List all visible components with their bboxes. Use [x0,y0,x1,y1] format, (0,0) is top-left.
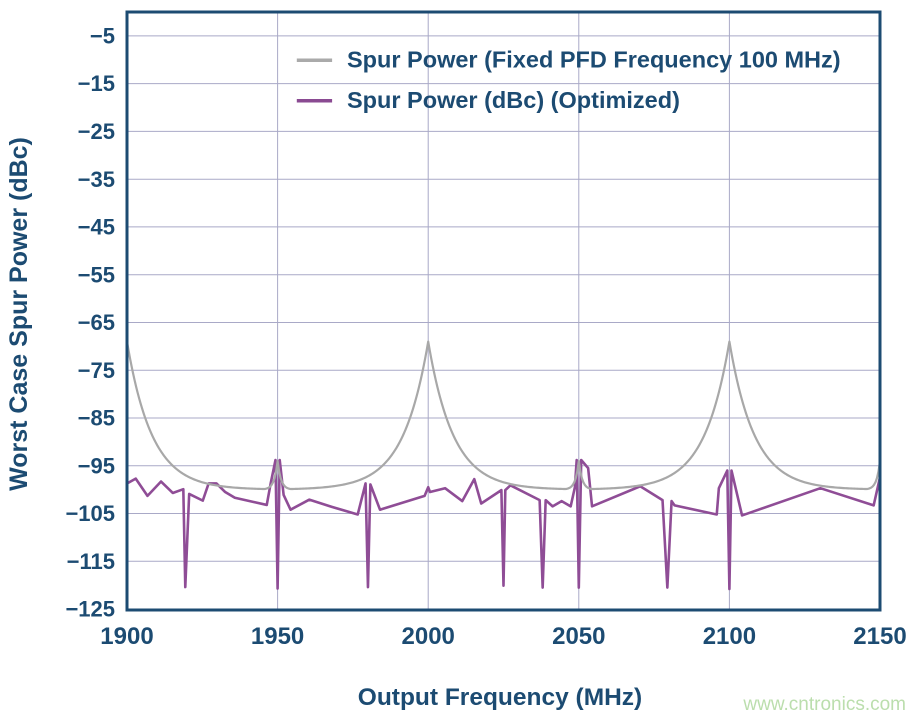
svg-text:−55: −55 [78,262,115,287]
svg-text:−115: −115 [67,549,115,574]
svg-text:2050: 2050 [552,623,605,650]
svg-text:2000: 2000 [402,623,455,650]
svg-text:−35: −35 [78,167,115,192]
svg-text:−105: −105 [65,501,115,526]
svg-text:−25: −25 [78,119,115,144]
svg-text:Worst Case Spur Power (dBc): Worst Case Spur Power (dBc) [5,137,33,491]
svg-text:Spur Power (dBc) (Optimized): Spur Power (dBc) (Optimized) [347,87,680,113]
svg-text:2100: 2100 [703,623,756,650]
svg-text:−75: −75 [78,358,115,383]
svg-text:www.cntronics.com: www.cntronics.com [742,694,906,715]
svg-text:−125: −125 [65,597,115,622]
svg-text:1900: 1900 [100,623,153,650]
svg-text:2150: 2150 [853,623,906,650]
svg-text:−65: −65 [78,310,115,335]
svg-text:−85: −85 [78,406,115,431]
svg-text:−5: −5 [90,24,115,49]
svg-text:−95: −95 [78,453,115,478]
svg-text:1950: 1950 [251,623,304,650]
svg-text:Output Frequency (MHz): Output Frequency (MHz) [358,684,642,711]
svg-text:Spur Power (Fixed PFD Frequenc: Spur Power (Fixed PFD Frequency 100 MHz) [347,47,841,73]
svg-text:−15: −15 [78,71,115,96]
svg-text:−45: −45 [78,215,115,240]
